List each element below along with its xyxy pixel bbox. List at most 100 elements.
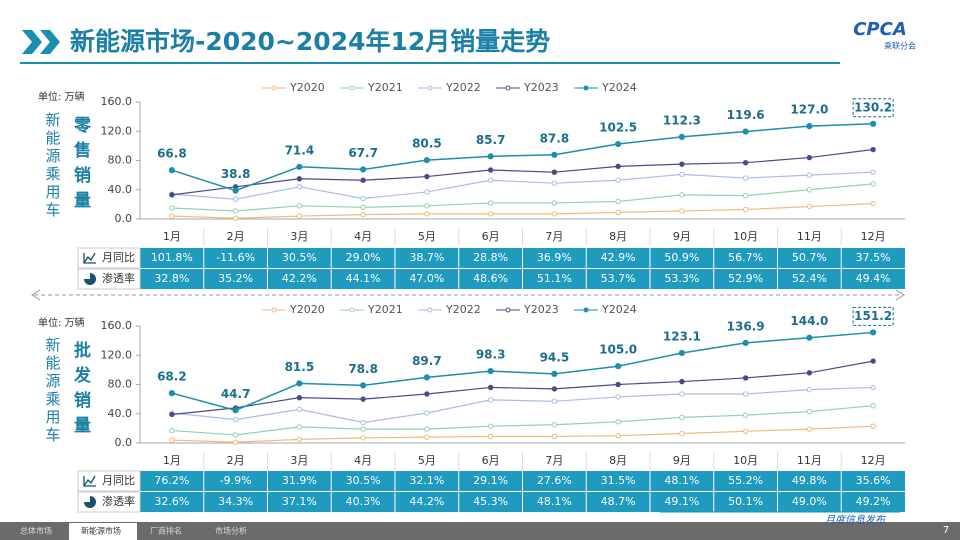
value-label: 127.0 xyxy=(790,103,828,117)
series-line xyxy=(171,386,874,424)
data-point xyxy=(806,386,813,393)
x-tick-label: 11月 xyxy=(797,454,822,467)
data-point xyxy=(424,189,430,195)
data-point xyxy=(679,208,685,214)
x-tick-label: 11月 xyxy=(797,230,822,243)
table-cell: 53.3% xyxy=(664,272,699,285)
value-label: 94.5 xyxy=(540,350,570,364)
data-point xyxy=(806,123,813,130)
active-tab xyxy=(69,523,137,540)
data-point xyxy=(296,176,303,182)
series-line xyxy=(171,183,874,212)
data-point xyxy=(232,215,239,221)
table-cell: 37.1% xyxy=(282,495,317,508)
table-cell: 49.8% xyxy=(792,474,827,487)
legend-label: Y2022 xyxy=(445,303,481,316)
table-cell: 48.6% xyxy=(473,272,508,285)
table-cell: 44.2% xyxy=(409,495,444,508)
table-cell: 52.9% xyxy=(728,272,763,285)
footer-bar xyxy=(0,522,960,540)
data-point xyxy=(296,163,303,170)
data-point xyxy=(870,423,876,429)
value-label: 98.3 xyxy=(476,348,506,362)
data-point xyxy=(360,382,367,389)
value-label: 123.1 xyxy=(663,329,701,343)
x-tick-label: 7月 xyxy=(545,230,563,243)
data-point xyxy=(679,391,685,397)
data-point xyxy=(742,428,749,434)
data-point xyxy=(424,173,430,180)
data-point xyxy=(615,432,621,439)
table-cell: 50.7% xyxy=(792,251,827,264)
series-line xyxy=(171,405,874,436)
data-point xyxy=(296,424,303,430)
data-point xyxy=(615,177,621,183)
x-tick-label: 2月 xyxy=(227,230,245,243)
footer-tab: 总体市场 xyxy=(20,526,52,536)
data-point xyxy=(360,426,366,432)
data-point xyxy=(806,370,813,376)
data-point xyxy=(232,208,239,214)
data-point xyxy=(551,200,558,206)
x-tick-label: 8月 xyxy=(609,230,627,243)
data-point xyxy=(806,187,813,193)
table-cell: 40.3% xyxy=(346,495,381,508)
table-cell: 28.8% xyxy=(473,251,508,264)
legend-label: Y2020 xyxy=(289,81,325,94)
legend-label: Y2024 xyxy=(601,303,637,316)
metric-label: 批发销量 xyxy=(70,340,92,441)
series-line xyxy=(171,360,874,416)
value-label: 81.5 xyxy=(285,360,315,374)
x-tick-label: 5月 xyxy=(418,454,436,467)
table-cell: 49.4% xyxy=(856,272,891,285)
table-cell: 52.4% xyxy=(792,272,827,285)
x-tick-label: 1月 xyxy=(163,230,181,243)
footer-note: 月度信息发布 xyxy=(825,514,887,526)
data-point xyxy=(360,177,366,183)
data-point xyxy=(551,211,558,217)
table-cell: 45.3% xyxy=(473,495,508,508)
value-label: 130.2 xyxy=(854,100,892,114)
data-point xyxy=(424,434,430,440)
legend-label: Y2021 xyxy=(367,303,403,316)
table-cell: 51.1% xyxy=(537,272,572,285)
data-point xyxy=(360,419,366,426)
table-cell: 44.1% xyxy=(346,272,381,285)
value-label: 71.4 xyxy=(285,143,315,157)
data-point xyxy=(232,196,239,202)
data-point xyxy=(487,177,494,183)
table-row-label: 月同比 xyxy=(102,251,135,264)
table-cell: 31.5% xyxy=(601,474,636,487)
data-point xyxy=(806,334,813,341)
x-tick-label: 6月 xyxy=(482,454,500,467)
x-tick-label: 4月 xyxy=(354,454,372,467)
y-tick-label: 0.0 xyxy=(115,436,133,449)
data-point xyxy=(232,407,239,414)
data-point xyxy=(742,412,749,418)
data-point xyxy=(679,430,685,437)
legend-marker xyxy=(583,85,589,91)
data-point xyxy=(551,151,558,158)
series-line xyxy=(171,123,874,192)
data-point xyxy=(487,200,494,206)
data-point xyxy=(806,154,813,161)
value-label: 105.0 xyxy=(599,343,637,357)
table-cell: 101.8% xyxy=(151,251,193,264)
legend-marker xyxy=(427,307,433,313)
series-line xyxy=(171,148,874,196)
x-tick-label: 8月 xyxy=(609,454,627,467)
value-label: 80.5 xyxy=(412,137,442,151)
table-cell: 36.9% xyxy=(537,251,572,264)
data-point xyxy=(424,391,430,397)
footer-tab: 市场分析 xyxy=(215,526,247,536)
row-label: 新能源乘用车 xyxy=(44,337,62,445)
table-cell: 42.2% xyxy=(282,272,317,285)
data-point xyxy=(169,437,175,443)
trend-icon xyxy=(83,252,96,264)
value-label: 67.7 xyxy=(348,146,378,160)
table-cell: 49.1% xyxy=(664,495,699,508)
